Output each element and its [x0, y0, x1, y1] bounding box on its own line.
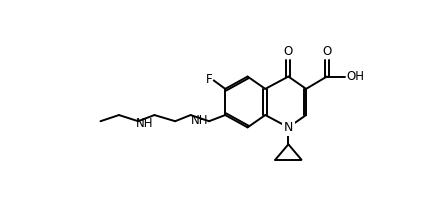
Text: NH: NH [191, 114, 208, 127]
Text: NH: NH [136, 117, 154, 130]
Text: O: O [322, 45, 332, 58]
Text: N: N [284, 121, 293, 134]
Text: OH: OH [346, 70, 364, 83]
Text: O: O [284, 45, 293, 58]
Text: F: F [205, 73, 212, 86]
